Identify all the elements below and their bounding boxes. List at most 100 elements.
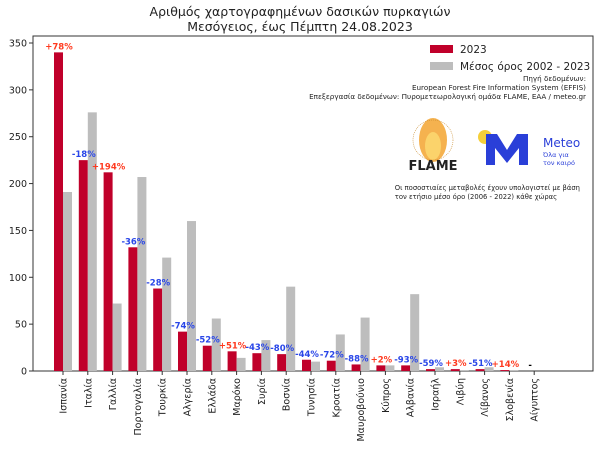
change-annotation: +3%: [445, 359, 467, 369]
x-tick-label: Γαλλία: [108, 378, 119, 410]
flame-logo: FLAME: [408, 118, 458, 174]
change-annotation: -72%: [320, 351, 344, 361]
x-tick-label: Τυνησία: [307, 378, 318, 417]
chart-subtitle: Μεσόγειος, έως Πέμπτη 24.08.2023: [187, 19, 413, 34]
meteo-tagline-1: Όλα για: [542, 151, 569, 159]
meteo-logo: Meteo Όλα για τον καιρό: [478, 130, 580, 167]
bar-2023: [500, 370, 510, 371]
x-tick-label: Ισραήλ: [431, 378, 442, 411]
change-annotation: +51%: [219, 341, 247, 351]
x-tick-label: Λίβανος: [480, 378, 491, 417]
source-note: Πηγή δεδομένων: European Forest Fire Inf…: [309, 74, 586, 101]
x-tick-label: Λιβύη: [455, 378, 466, 405]
footnote: Οι ποσοστιαίες μεταβολές έχουν υπολογιστ…: [395, 184, 580, 202]
y-tick-label: 50: [15, 320, 27, 331]
bar-2023: [54, 52, 63, 371]
y-tick-label: 150: [9, 226, 27, 237]
bar-average: [311, 361, 320, 371]
x-tick-label: Κύπρος: [381, 378, 392, 413]
bar-average: [286, 286, 296, 371]
bar-average: [137, 177, 147, 371]
bar-2023: [450, 369, 460, 371]
change-annotation: -74%: [171, 322, 195, 332]
change-annotation: -28%: [146, 279, 170, 289]
bar-2023: [401, 365, 411, 371]
x-tick-label: Τουρκία: [158, 378, 169, 417]
source-line-1: Πηγή δεδομένων:: [522, 74, 586, 83]
flame-logo-text: FLAME: [408, 159, 457, 174]
bar-average: [112, 303, 122, 371]
x-tick-label: Συρία: [257, 378, 268, 405]
change-annotation: +78%: [45, 42, 73, 52]
x-tick-label: Πορτογαλία: [133, 378, 144, 436]
x-tick-label: Ελλάδα: [207, 378, 218, 414]
change-annotation: -59%: [419, 359, 443, 369]
change-annotation: -44%: [295, 350, 319, 360]
bar-average: [509, 370, 519, 371]
x-tick-label: Αλβανία: [406, 378, 417, 417]
change-annotation: -: [528, 361, 532, 371]
bar-average: [385, 365, 395, 371]
bar-2023: [103, 172, 113, 371]
y-tick-label: 100: [9, 273, 27, 284]
bar-2023: [128, 247, 138, 371]
bar-2023: [227, 351, 237, 371]
change-annotation: -52%: [196, 336, 220, 346]
bar-2023: [178, 331, 187, 371]
bar-average: [63, 192, 72, 371]
x-tick-label: Βοσνία: [282, 378, 293, 411]
bar-2023: [153, 288, 163, 371]
change-annotation: -36%: [121, 237, 145, 247]
change-annotation: +194%: [92, 162, 126, 172]
change-annotation: +2%: [371, 355, 393, 365]
change-annotation: -80%: [270, 344, 294, 354]
bar-average: [187, 221, 196, 371]
y-tick-label: 350: [9, 39, 27, 50]
legend-swatch-average: [430, 62, 453, 70]
bar-average: [360, 317, 370, 371]
bar-average: [236, 357, 246, 371]
y-axis: 0 50 100 150 200 250 300 350: [9, 39, 33, 378]
bar-2023: [202, 345, 212, 371]
bar-average: [410, 294, 420, 371]
x-tick-label: Σλοβενία: [505, 378, 516, 421]
bars: +78% -18% +194% -36% -28% -74%-52%+51% -43% -80…: [45, 42, 532, 371]
change-annotation: -43%: [245, 343, 269, 353]
bar-2023: [475, 369, 485, 371]
chart-title: Αριθμός χαρτογραφημένων δασικών πυρκαγιώ…: [149, 4, 451, 19]
meteo-tagline-2: τον καιρό: [543, 159, 575, 167]
x-tick-label: Αλγερία: [183, 378, 194, 416]
footnote-line-2: τον ετήσιο μέσο όρο (2006 - 2022) κάθε χ…: [394, 193, 558, 201]
change-annotation: -93%: [394, 355, 418, 365]
change-annotation: +14%: [492, 360, 520, 370]
legend-label-2023: 2023: [460, 44, 487, 56]
bar-2023: [252, 353, 262, 371]
bar-average: [335, 334, 345, 371]
bar-2023: [326, 360, 336, 371]
bar-2023: [277, 354, 287, 371]
bar-average: [261, 340, 271, 371]
bar-average: [435, 367, 444, 371]
y-tick-label: 200: [9, 179, 27, 190]
legend-swatch-2023: [430, 45, 453, 53]
bar-2023: [302, 359, 311, 371]
change-annotation: -88%: [345, 354, 369, 364]
x-axis: Ισπανία Ιταλία Γαλλία Πορτογαλία Τουρκία Αλγε…: [59, 371, 541, 442]
footnote-line-1: Οι ποσοστιαίες μεταβολές έχουν υπολογιστ…: [394, 184, 580, 192]
source-line-3: Επεξεργασία δεδομένων: Πυρομετεωρολογική…: [309, 92, 586, 101]
meteo-logo-text: Meteo: [543, 136, 580, 150]
change-annotation: -18%: [72, 150, 96, 160]
y-tick-label: 0: [21, 367, 27, 378]
bar-2023: [426, 369, 435, 371]
x-tick-label: Μαυροβούνιο: [356, 378, 367, 442]
bar-average: [211, 318, 221, 371]
bar-average: [162, 257, 172, 371]
y-tick-label: 250: [9, 132, 27, 143]
x-tick-label: Ισπανία: [59, 378, 70, 414]
bar-2023: [351, 364, 361, 371]
bar-2023: [78, 160, 88, 371]
bar-average: [459, 370, 469, 371]
bar-2023: [376, 365, 386, 371]
